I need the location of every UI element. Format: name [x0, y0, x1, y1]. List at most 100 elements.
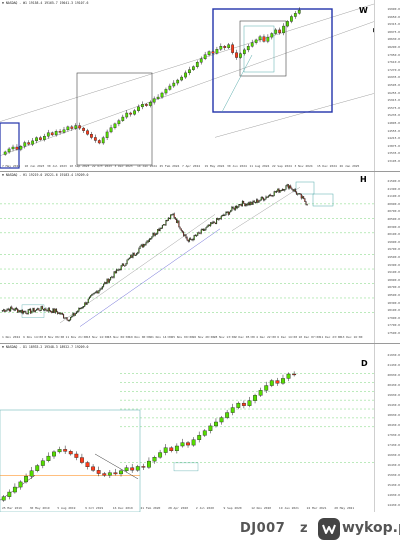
- bear-candle-body: [141, 244, 143, 248]
- bull-candle-body: [120, 265, 122, 271]
- hourly-price-axis[interactable]: 21590.0 21390.0 21190.0 20990.0 20790.0 20590…: [374, 172, 400, 343]
- candle: [239, 204, 241, 206]
- pane-separator[interactable]: [0, 343, 400, 344]
- candle: [25, 310, 27, 314]
- bear-candle-body: [292, 373, 297, 376]
- candle: [113, 468, 118, 476]
- candle: [261, 196, 264, 200]
- bull-candle-body: [215, 49, 219, 54]
- bull-candle-body: [31, 311, 33, 314]
- time-tick-label: 15 Dec 2024: [317, 164, 337, 168]
- bull-candle-body: [151, 236, 153, 239]
- candle: [96, 466, 101, 477]
- candle: [57, 310, 59, 315]
- daily-chart-pane[interactable]: ▼ NASDAQ - D1 18933.2 19348.3 18922.7 19…: [0, 344, 374, 512]
- weekly-chart-canvas[interactable]: [0, 0, 374, 171]
- bear-candle-body: [141, 466, 146, 468]
- candle: [93, 292, 95, 295]
- bull-candle-body: [214, 421, 218, 427]
- candle: [39, 310, 41, 312]
- bear-candle-body: [241, 402, 246, 406]
- bear-candle-body: [232, 206, 234, 209]
- candle: [208, 423, 213, 434]
- candle: [38, 307, 40, 311]
- weekly-chart-pane[interactable]: ▼ NASDAQ - W1 19158.4 19165.7 19041.3 19…: [0, 0, 374, 171]
- bull-candle-body: [281, 378, 285, 384]
- bull-candle-body: [95, 291, 98, 293]
- time-tick-label: 3 Dec 2023: [114, 164, 133, 168]
- candle: [102, 471, 107, 477]
- time-tick-label: 12 Nov 2020: [251, 506, 272, 510]
- range-box: [239, 20, 287, 77]
- candle: [85, 301, 87, 305]
- bull-candle-body: [7, 491, 12, 497]
- site-name: wykop.pl: [342, 520, 400, 536]
- candle: [105, 281, 107, 285]
- candle: [40, 458, 45, 469]
- candle: [155, 232, 158, 235]
- price-tick-label: 18790.0: [387, 285, 400, 290]
- bear-candle-body: [179, 226, 181, 230]
- candle: [51, 310, 53, 314]
- bull-candle-body: [267, 195, 269, 198]
- bull-candle-body: [264, 385, 269, 391]
- candle: [74, 123, 78, 130]
- daily-chart-canvas[interactable]: [0, 344, 374, 512]
- time-tick-label: 19 Nov 00:00: [129, 335, 151, 339]
- candle: [125, 110, 129, 119]
- bear-candle-body: [299, 193, 301, 195]
- candle: [296, 191, 298, 195]
- candle: [124, 265, 126, 267]
- candle: [226, 211, 228, 213]
- time-tick-label: 19 May 2024: [204, 164, 225, 168]
- candle: [108, 278, 111, 283]
- price-tick-label: 18190.0: [387, 308, 400, 313]
- bull-candle-body: [126, 259, 128, 265]
- time-tick-label: 9 Oct 2019: [85, 506, 104, 510]
- bull-candle-body: [66, 126, 70, 131]
- weekly-price-axis[interactable]: 19990.0 19650.0 19315.0 18975.0 18630.0 18290…: [374, 0, 400, 171]
- bull-candle-body: [201, 229, 203, 231]
- author-separator: z: [300, 521, 308, 536]
- candle: [285, 185, 287, 190]
- candle: [130, 254, 132, 259]
- daily-price-axis[interactable]: 21930.0 21430.0 20930.0 20430.0 19930.0 19430…: [374, 344, 400, 512]
- bull-candle-body: [150, 238, 152, 240]
- bull-candle-body: [94, 292, 96, 294]
- bull-candle-body: [276, 191, 278, 193]
- bull-candle-body: [180, 76, 184, 81]
- candle: [191, 437, 196, 447]
- bull-candle-body: [107, 472, 112, 476]
- candle: [230, 403, 235, 416]
- bull-candle-body: [205, 227, 207, 230]
- candle: [274, 28, 278, 35]
- bear-candle-body: [53, 308, 55, 313]
- bull-candle-body: [163, 447, 168, 453]
- hourly-chart-canvas[interactable]: [0, 172, 374, 343]
- bull-candle-body: [279, 190, 281, 193]
- bear-candle-body: [283, 188, 285, 191]
- bear-candle-body: [123, 263, 125, 266]
- candle: [203, 228, 205, 231]
- hourly-chart-pane[interactable]: ▼ NASDAQ - H1 19219.0 19221.6 19183.4 19…: [0, 172, 374, 343]
- pane-separator[interactable]: [0, 171, 400, 172]
- bull-candle-body: [270, 33, 274, 38]
- time-tick-label: 28 Apr 2020: [168, 506, 189, 510]
- candle: [18, 309, 20, 313]
- candle: [137, 104, 140, 113]
- bear-candle-body: [90, 134, 93, 138]
- price-tick-label: 18390.0: [387, 300, 400, 305]
- bull-candle-body: [133, 110, 136, 115]
- bull-candle-body: [145, 242, 147, 246]
- candle: [266, 196, 268, 198]
- price-tick-label: 17590.0: [387, 331, 400, 335]
- bear-candle-body: [300, 194, 302, 199]
- bull-candle-body: [277, 188, 279, 192]
- candle: [5, 310, 7, 312]
- bear-candle-body: [243, 200, 245, 204]
- candle: [168, 83, 172, 91]
- candle: [291, 187, 293, 191]
- price-tick-label: 20390.0: [387, 224, 400, 229]
- candle: [70, 316, 72, 321]
- bull-candle-body: [286, 184, 288, 186]
